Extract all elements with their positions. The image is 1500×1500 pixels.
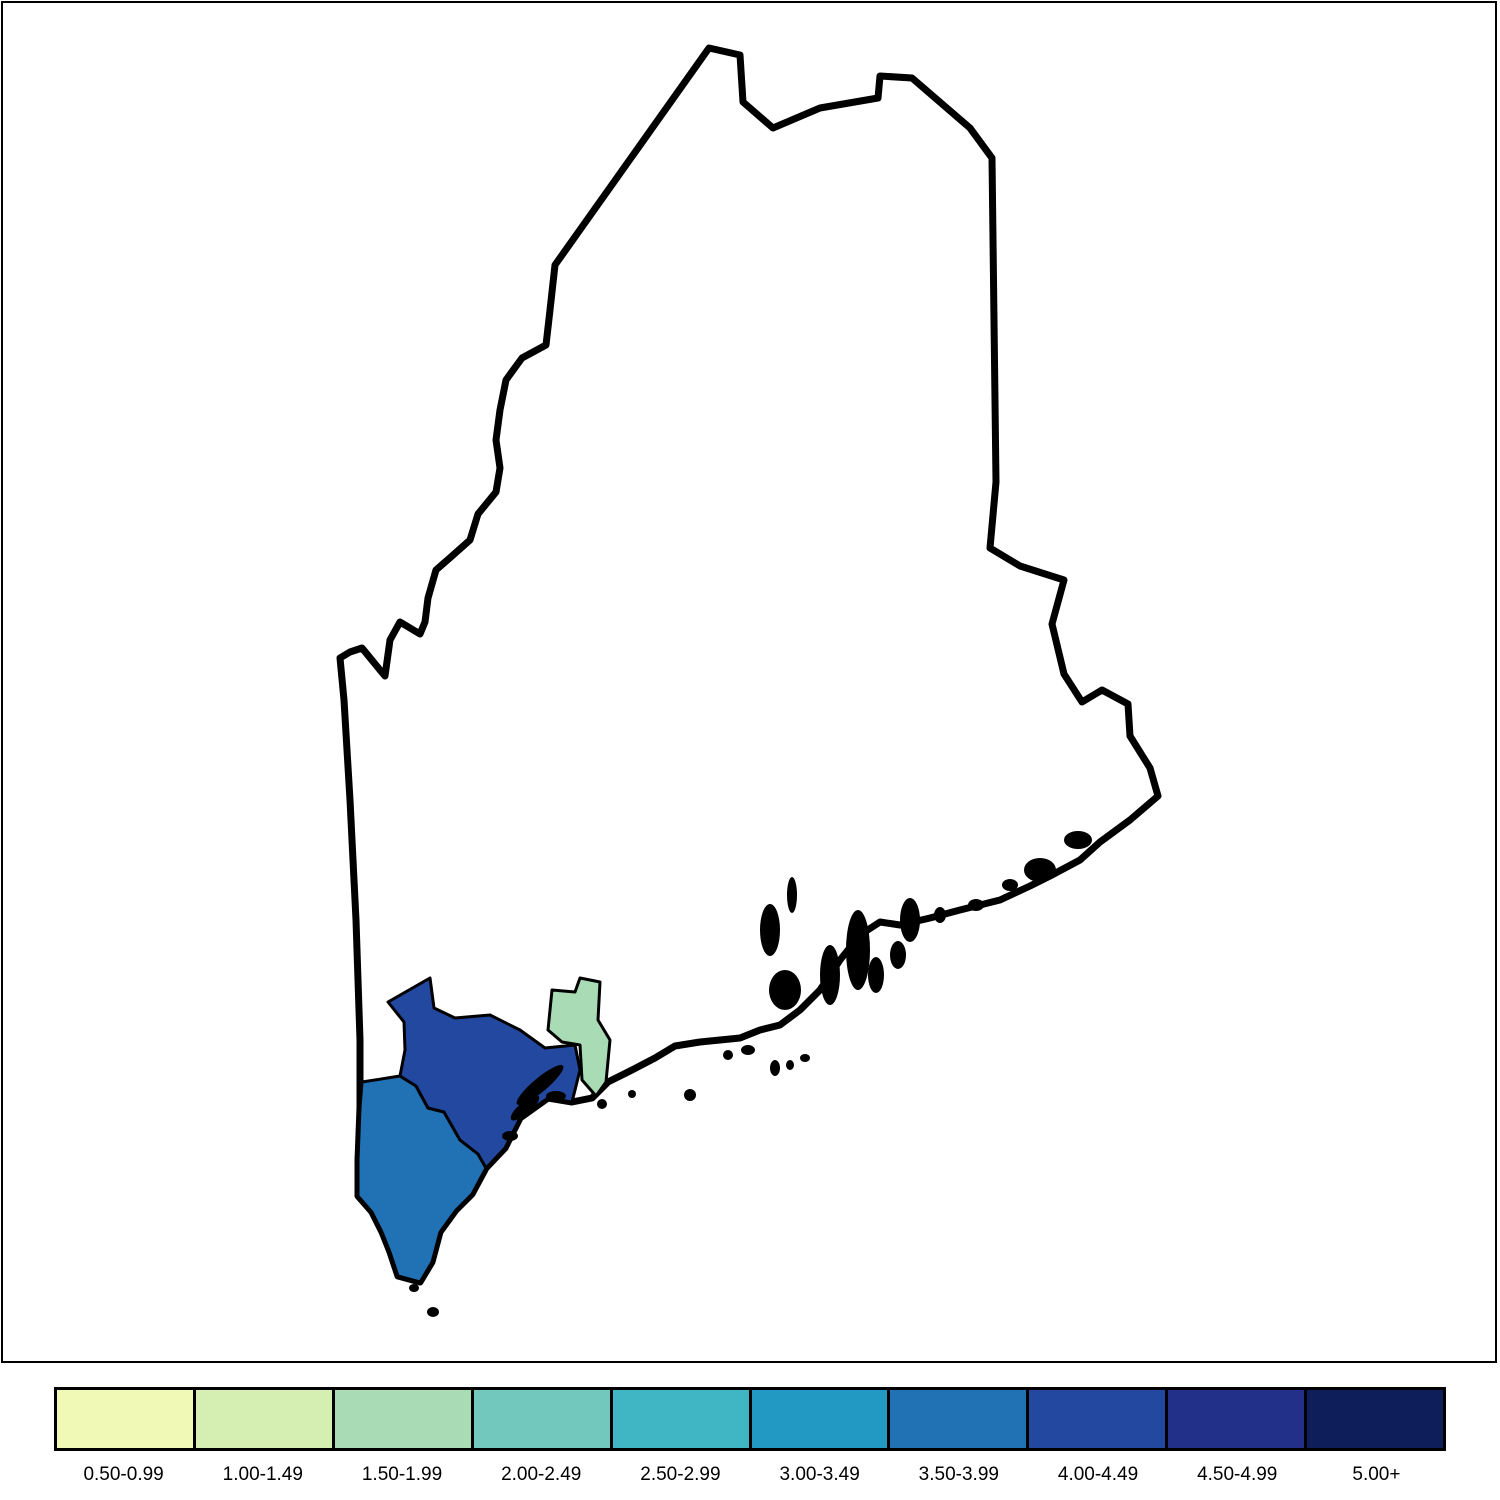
legend-labels: 0.50-0.99 1.00-1.49 1.50-1.99 2.00-2.49 … bbox=[54, 1464, 1446, 1486]
legend-swatch bbox=[751, 1390, 891, 1448]
legend-swatch bbox=[1168, 1390, 1308, 1448]
legend-label: 3.00-3.49 bbox=[779, 1464, 860, 1485]
legend-swatch bbox=[473, 1390, 613, 1448]
legend-swatch bbox=[1307, 1390, 1444, 1448]
maine-state-outline bbox=[336, 44, 1162, 1286]
legend-swatch bbox=[890, 1390, 1030, 1448]
legend-label: 0.50-0.99 bbox=[83, 1464, 164, 1485]
legend-swatch bbox=[1029, 1390, 1169, 1448]
sagadahoc-county bbox=[546, 976, 612, 1098]
coastal-islands bbox=[409, 831, 1092, 1317]
legend-swatch bbox=[334, 1390, 474, 1448]
legend-swatch bbox=[612, 1390, 752, 1448]
legend-label: 2.50-2.99 bbox=[640, 1464, 721, 1485]
legend-label: 5.00+ bbox=[1352, 1464, 1401, 1485]
legend-label: 2.00-2.49 bbox=[501, 1464, 582, 1485]
maine-map bbox=[336, 44, 1162, 1317]
legend-swatch bbox=[195, 1390, 335, 1448]
legend-label: 4.50-4.99 bbox=[1197, 1464, 1278, 1485]
legend-label: 1.50-1.99 bbox=[361, 1464, 443, 1485]
legend-swatch bbox=[57, 1390, 196, 1448]
color-legend bbox=[54, 1387, 1446, 1451]
legend-label: 3.50-3.99 bbox=[918, 1464, 999, 1485]
legend-label: 1.00-1.49 bbox=[222, 1464, 303, 1485]
legend-label: 4.00-4.49 bbox=[1057, 1464, 1139, 1485]
casco-bay-islands bbox=[502, 1064, 566, 1141]
